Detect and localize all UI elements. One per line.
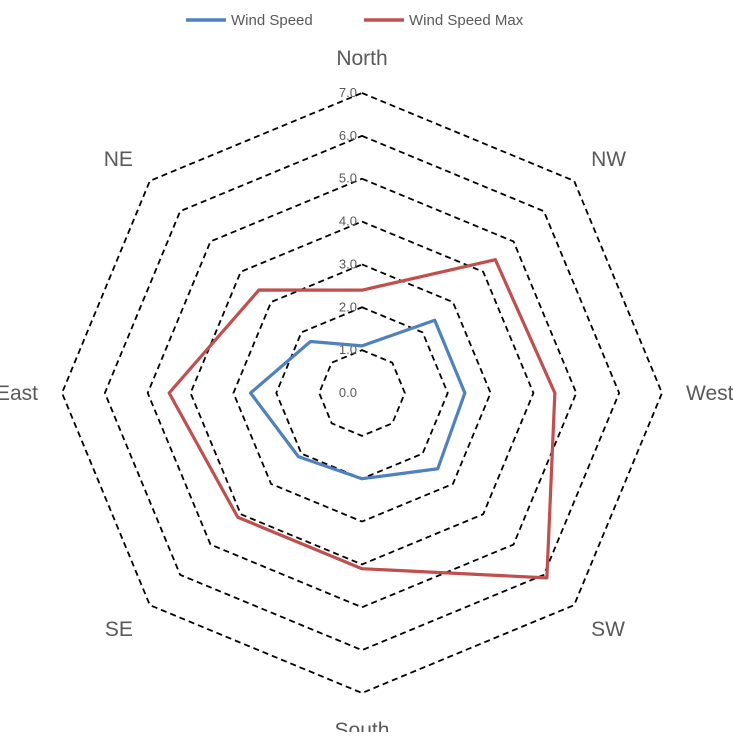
grid-ring-6	[103, 134, 621, 652]
axis-label-sw: SW	[591, 618, 625, 641]
axis-label-north: North	[336, 47, 387, 70]
axis-label-west: West	[686, 382, 733, 405]
axis-label-ne: NE	[104, 148, 133, 171]
series-line-wind-speed	[248, 318, 467, 481]
legend: Wind Speed Wind Speed Max	[186, 12, 524, 29]
tick-label-7: 7.0	[339, 85, 357, 100]
legend-label-0: Wind Speed	[231, 12, 313, 29]
axis-labels: North NW West SW South SE East NE	[0, 47, 733, 737]
legend-label-1: Wind Speed Max	[409, 12, 524, 29]
tick-label-6: 6.0	[339, 128, 357, 143]
axis-label-east: East	[0, 382, 38, 405]
tick-labels: 0.01.02.03.04.05.06.07.0	[339, 85, 357, 400]
grid-ring-5	[146, 177, 578, 609]
axis-label-se: SE	[105, 618, 133, 641]
tick-label-5: 5.0	[339, 171, 357, 186]
grid-ring-7	[61, 92, 663, 694]
tick-label-4: 4.0	[339, 214, 357, 229]
axis-label-south: South	[335, 719, 390, 732]
series-line-wind-speed-max	[167, 258, 557, 580]
grid-ring-1	[318, 349, 406, 437]
tick-label-0: 0.0	[339, 385, 357, 400]
tick-label-3: 3.0	[339, 256, 357, 271]
tick-label-2: 2.0	[339, 299, 357, 314]
axis-label-nw: NW	[591, 148, 626, 171]
grid-ring-4	[189, 220, 535, 566]
grid-ring-2	[275, 306, 449, 480]
grid	[61, 92, 663, 694]
series-group	[167, 258, 557, 580]
grid-ring-3	[232, 263, 492, 523]
